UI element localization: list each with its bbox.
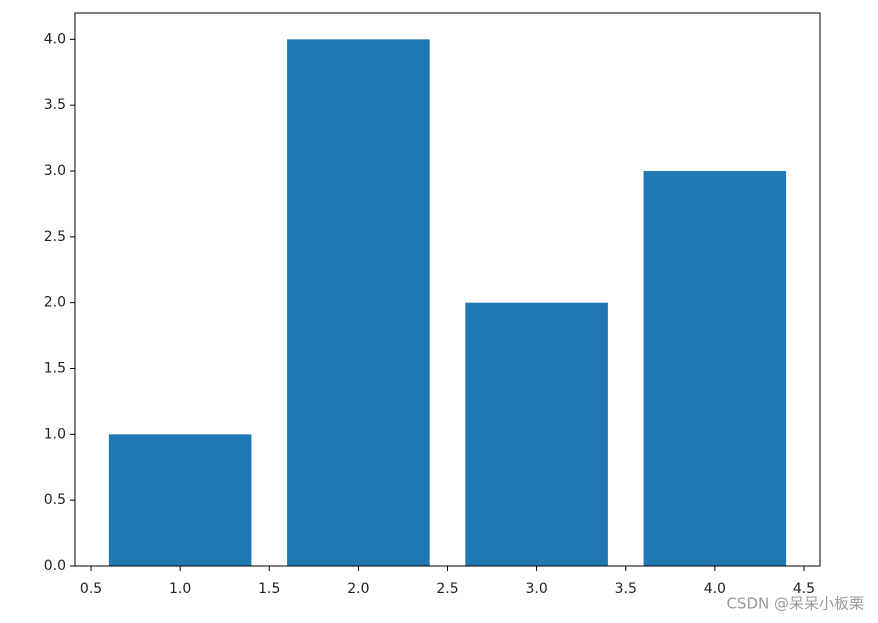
x-tick-label: 3.0 [525,581,547,597]
bar [643,171,787,566]
y-tick-label: 1.5 [44,361,66,377]
plot-frame [74,12,821,567]
x-tick-label: 3.5 [615,581,637,597]
y-tick-label: 0.0 [44,558,66,574]
x-tick-label: 1.0 [169,581,191,597]
y-tick-label: 4.0 [44,31,66,47]
y-tick-label: 3.0 [44,163,66,179]
y-tick-label: 2.5 [44,229,66,245]
x-tick-label: 4.0 [704,581,726,597]
bar [465,302,608,566]
bar [287,39,430,567]
y-tick-label: 1.0 [44,426,66,442]
watermark: CSDN @呆呆小板栗 [726,595,864,613]
x-tick-label: 1.5 [258,581,280,597]
x-tick-label: 2.5 [436,581,458,597]
bar [108,434,252,566]
x-tick-label: 0.5 [80,581,102,597]
y-tick-label: 2.0 [44,295,66,311]
x-tick-label: 2.0 [347,581,369,597]
y-tick-label: 3.5 [44,97,66,113]
x-tick-label: 4.5 [793,581,815,597]
y-tick-label: 0.5 [44,492,66,508]
